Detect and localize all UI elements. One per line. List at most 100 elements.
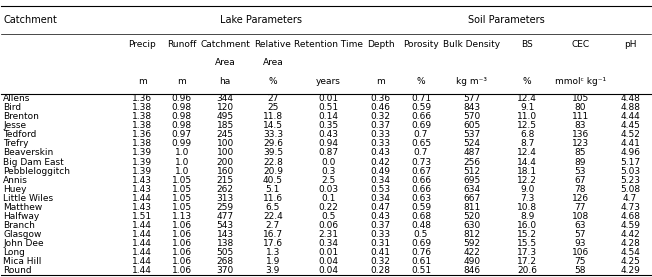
Text: 12.4: 12.4	[517, 148, 537, 158]
Text: 12.5: 12.5	[517, 121, 537, 130]
Text: 0.71: 0.71	[411, 94, 431, 103]
Text: 27: 27	[267, 94, 278, 103]
Text: Soil Parameters: Soil Parameters	[467, 15, 544, 25]
Text: 0.97: 0.97	[171, 130, 192, 139]
Text: 0.99: 0.99	[171, 139, 192, 148]
Text: 200: 200	[216, 158, 233, 166]
Text: Area: Area	[263, 58, 284, 67]
Text: 138: 138	[216, 239, 234, 248]
Text: 0.51: 0.51	[411, 266, 431, 275]
Text: 1.39: 1.39	[132, 166, 153, 176]
Text: 0.04: 0.04	[319, 266, 338, 275]
Text: 344: 344	[216, 94, 233, 103]
Text: Little Wiles: Little Wiles	[3, 194, 53, 203]
Text: 0.67: 0.67	[411, 166, 431, 176]
Text: 6.8: 6.8	[520, 130, 535, 139]
Text: 1.05: 1.05	[171, 176, 192, 185]
Text: BS: BS	[521, 40, 533, 49]
Text: 0.5: 0.5	[321, 212, 336, 221]
Text: 4.29: 4.29	[620, 266, 640, 275]
Text: 259: 259	[216, 203, 233, 212]
Text: 0.31: 0.31	[370, 239, 391, 248]
Text: 1.44: 1.44	[132, 257, 153, 266]
Text: 0.04: 0.04	[319, 257, 338, 266]
Text: 1.9: 1.9	[266, 257, 280, 266]
Text: 0.33: 0.33	[370, 130, 391, 139]
Text: 1.06: 1.06	[171, 257, 192, 266]
Text: 0.06: 0.06	[319, 221, 339, 230]
Text: 22.4: 22.4	[263, 212, 283, 221]
Text: 0.32: 0.32	[370, 112, 391, 121]
Text: 58: 58	[574, 266, 586, 275]
Text: 846: 846	[464, 266, 481, 275]
Text: 0.33: 0.33	[370, 139, 391, 148]
Text: 812: 812	[464, 230, 481, 239]
Text: 4.52: 4.52	[620, 130, 640, 139]
Text: Allens: Allens	[3, 94, 31, 103]
Text: 22.8: 22.8	[263, 158, 283, 166]
Text: 0.98: 0.98	[171, 121, 192, 130]
Text: 0.49: 0.49	[370, 166, 391, 176]
Text: 0.65: 0.65	[411, 139, 431, 148]
Text: 520: 520	[464, 212, 481, 221]
Text: 605: 605	[464, 121, 481, 130]
Text: 5.17: 5.17	[620, 158, 640, 166]
Text: 0.59: 0.59	[411, 103, 431, 112]
Text: 0.98: 0.98	[171, 103, 192, 112]
Text: 8.9: 8.9	[520, 212, 535, 221]
Text: 4.96: 4.96	[620, 148, 640, 158]
Text: 0.48: 0.48	[411, 221, 431, 230]
Text: 4.48: 4.48	[620, 94, 640, 103]
Text: 1.38: 1.38	[132, 139, 153, 148]
Text: 2.5: 2.5	[321, 176, 336, 185]
Text: John Dee: John Dee	[3, 239, 44, 248]
Text: %: %	[269, 78, 277, 86]
Text: 105: 105	[572, 94, 589, 103]
Text: 120: 120	[216, 103, 233, 112]
Text: 63: 63	[574, 221, 586, 230]
Text: years: years	[316, 78, 341, 86]
Text: 0.36: 0.36	[370, 94, 391, 103]
Text: 0.7: 0.7	[414, 148, 428, 158]
Text: 100: 100	[216, 139, 234, 148]
Text: 570: 570	[464, 112, 481, 121]
Text: m: m	[138, 78, 147, 86]
Text: 9.0: 9.0	[520, 185, 535, 194]
Text: 100: 100	[216, 148, 234, 158]
Text: 2.31: 2.31	[319, 230, 338, 239]
Text: 4.44: 4.44	[620, 112, 640, 121]
Text: 0.43: 0.43	[319, 130, 338, 139]
Text: 695: 695	[464, 176, 481, 185]
Text: 0.14: 0.14	[319, 112, 338, 121]
Text: 0.66: 0.66	[411, 185, 431, 194]
Text: 1.38: 1.38	[132, 112, 153, 121]
Text: 370: 370	[216, 266, 234, 275]
Text: 1.06: 1.06	[171, 221, 192, 230]
Text: 93: 93	[574, 239, 586, 248]
Text: 7.3: 7.3	[520, 194, 535, 203]
Text: 0.34: 0.34	[370, 194, 391, 203]
Text: 1.36: 1.36	[132, 130, 153, 139]
Text: 1.44: 1.44	[132, 266, 153, 275]
Text: 4.45: 4.45	[620, 121, 640, 130]
Text: 524: 524	[464, 139, 481, 148]
Text: 0.59: 0.59	[411, 203, 431, 212]
Text: 25: 25	[267, 103, 278, 112]
Text: 126: 126	[572, 194, 589, 203]
Text: 1.06: 1.06	[171, 239, 192, 248]
Text: 1.06: 1.06	[171, 230, 192, 239]
Text: 16.0: 16.0	[517, 221, 537, 230]
Text: 1.13: 1.13	[171, 212, 192, 221]
Text: 0.28: 0.28	[370, 266, 391, 275]
Text: Matthew: Matthew	[3, 203, 42, 212]
Text: 1.06: 1.06	[171, 266, 192, 275]
Text: 0.43: 0.43	[370, 148, 391, 158]
Text: 0.37: 0.37	[370, 121, 391, 130]
Text: 262: 262	[216, 185, 233, 194]
Text: 0.42: 0.42	[371, 158, 391, 166]
Text: 1.39: 1.39	[132, 148, 153, 158]
Text: pH: pH	[624, 40, 636, 49]
Text: 18.1: 18.1	[517, 166, 537, 176]
Text: 512: 512	[464, 166, 481, 176]
Text: 1.38: 1.38	[132, 121, 153, 130]
